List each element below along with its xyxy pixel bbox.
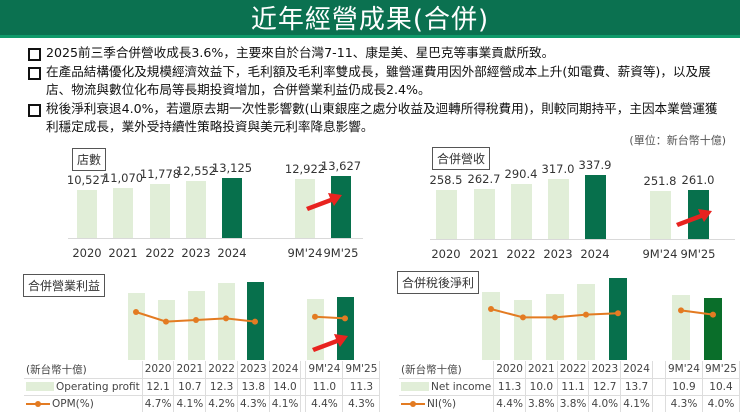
bar-swatch bbox=[26, 382, 54, 391]
data-label: 262.7 bbox=[467, 172, 501, 187]
bar-2022 bbox=[187, 291, 205, 360]
bar-9M'25 bbox=[331, 176, 351, 238]
bar-2021 bbox=[113, 187, 133, 238]
bar-2022 bbox=[150, 184, 170, 238]
page-header: 近年經營成果(合併) bbox=[0, 0, 740, 38]
data-label: 12,922 bbox=[284, 162, 326, 177]
x-tick-label: 2020 bbox=[72, 246, 102, 260]
bar-9M'24 bbox=[649, 191, 671, 239]
legend-ni-ratio: NI(%) bbox=[399, 394, 495, 412]
bar-2024 bbox=[609, 278, 627, 360]
bar-9M'24 bbox=[306, 298, 324, 360]
chart-title: 合併營業利益 bbox=[23, 274, 106, 297]
x-tick-label: 2022 bbox=[506, 247, 536, 261]
x-tick-label: 2023 bbox=[181, 246, 211, 260]
bar-2024 bbox=[584, 175, 606, 239]
bullet-operating-profit: 在產品結構優化及規模經濟效益下，毛利額及毛利率雙成長，雖營運費用因外部經營成本上… bbox=[28, 63, 728, 100]
bar-2022 bbox=[546, 293, 564, 360]
legend-net-income: Net income bbox=[399, 377, 495, 396]
data-label: 317.0 bbox=[541, 161, 575, 176]
bar-2022 bbox=[510, 183, 532, 239]
summary-bullets: 2025前三季合併營收成長3.6%，主要來自於台灣7-11、康是美、星巴克等事業… bbox=[28, 44, 740, 137]
legend-operating-profit: Operating profit bbox=[24, 377, 143, 396]
bar-2021 bbox=[514, 300, 532, 360]
x-tick-label: 2024 bbox=[580, 247, 610, 261]
x-tick-label: 9M'25 bbox=[680, 247, 716, 261]
bullet-net-income: 稅後淨利衰退4.0%，若還原去期一次性影響數(山東銀座之處分收益及迴轉所得稅費用… bbox=[28, 100, 728, 137]
x-tick-label: 2022 bbox=[145, 246, 175, 260]
bar-9M'24 bbox=[295, 179, 315, 238]
page-title: 近年經營成果(合併) bbox=[250, 5, 490, 35]
red-arrow-icon bbox=[306, 193, 342, 211]
data-label: 10,527 bbox=[66, 173, 108, 188]
bar-9M'25 bbox=[687, 189, 709, 239]
red-arrow-icon bbox=[312, 334, 348, 352]
chart-revenue: 合併營收 258.5 2020 262.7 2021 290.4 2022 317.0 202… bbox=[429, 147, 735, 261]
bar-2024 bbox=[222, 178, 242, 238]
baseline bbox=[68, 238, 363, 239]
bar-2021 bbox=[157, 300, 175, 360]
data-label: 290.4 bbox=[504, 166, 538, 181]
x-tick-label: 2024 bbox=[217, 246, 247, 260]
bar-swatch bbox=[401, 382, 429, 391]
x-tick-label: 2021 bbox=[469, 247, 499, 261]
x-tick-label: 2021 bbox=[108, 246, 138, 260]
data-label: 13,125 bbox=[211, 161, 253, 176]
bar-2020 bbox=[77, 190, 97, 238]
unit-label: (新台幣十億) bbox=[26, 363, 87, 376]
baseline bbox=[430, 239, 735, 240]
x-tick-label: 9M'25 bbox=[323, 246, 359, 260]
x-tick-label: 2023 bbox=[543, 247, 573, 261]
chart-title: 合併稅後淨利 bbox=[397, 271, 480, 294]
x-tick-label: 9M'24 bbox=[287, 246, 323, 260]
line-swatch bbox=[26, 400, 50, 407]
x-tick-label: 2020 bbox=[431, 247, 461, 261]
data-table: (新台幣十億) 2020 2021 2022 2023 2024 9M'24 9… bbox=[399, 361, 740, 412]
bullet-revenue: 2025前三季合併營收成長3.6%，主要來自於台灣7-11、康是美、星巴克等事業… bbox=[28, 44, 740, 63]
bar-2023 bbox=[577, 283, 595, 360]
data-label: 12,552 bbox=[175, 163, 217, 178]
data-table: (新台幣十億) 2020 2021 2022 2023 2024 9M'24 9… bbox=[24, 361, 381, 412]
x-tick-label: 9M'24 bbox=[642, 247, 678, 261]
bar-2021 bbox=[473, 189, 495, 239]
bar-2023 bbox=[547, 178, 569, 239]
unit-label: (新台幣十億) bbox=[401, 363, 462, 376]
bar-2023 bbox=[217, 283, 235, 360]
unit-note: (單位：新台幣十億) bbox=[629, 134, 726, 147]
red-arrow-icon bbox=[676, 209, 712, 227]
line-swatch bbox=[401, 400, 425, 407]
data-label: 11,778 bbox=[139, 167, 181, 182]
chart-operating-profit: 合併營業利益 (新台幣十億) 2020 2021 2022 2023 2024 … bbox=[23, 274, 381, 412]
data-label: 251.8 bbox=[643, 174, 677, 189]
chart-store-count: 店數 10,527 2020 11,070 2021 11,778 2022 12,552 2… bbox=[0, 0, 370, 270]
data-label: 11,070 bbox=[102, 170, 144, 185]
bar-2020 bbox=[127, 292, 145, 360]
data-label: 258.5 bbox=[429, 173, 463, 188]
data-label: 261.0 bbox=[681, 172, 715, 187]
bar-2020 bbox=[435, 190, 457, 239]
data-label: 337.9 bbox=[578, 158, 612, 172]
bar-2023 bbox=[186, 180, 206, 238]
chart-title: 店數 bbox=[72, 148, 107, 171]
chart-title: 合併營收 bbox=[432, 147, 491, 170]
data-label: 13,627 bbox=[320, 159, 362, 173]
